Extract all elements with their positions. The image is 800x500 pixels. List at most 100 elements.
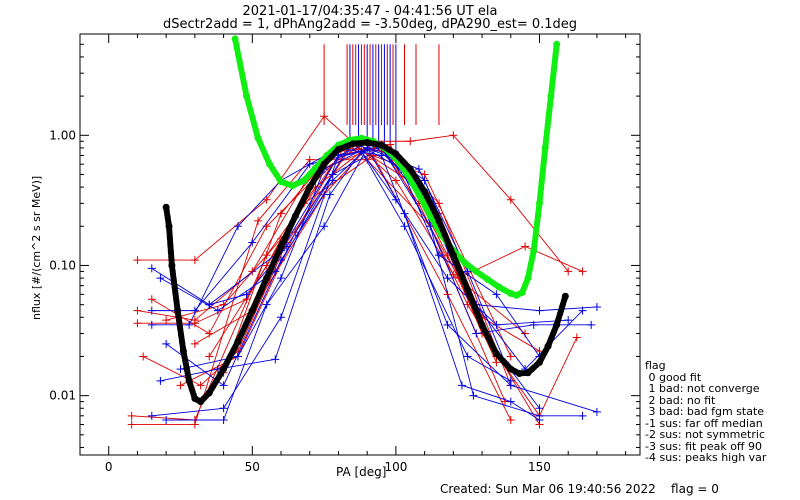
legend-item: 1 bad: not converge [645, 382, 760, 395]
series-point-red [139, 352, 148, 361]
legend-item: -1 sus: far off median [645, 416, 763, 430]
series-point-blue [492, 320, 501, 329]
series-point-blue [277, 274, 286, 283]
series-point-blue [320, 222, 329, 231]
series-point-red [449, 131, 458, 140]
series-point-red [254, 216, 263, 225]
series-point-red [196, 381, 205, 390]
series-point-red [262, 195, 271, 204]
series-point-blue [242, 290, 251, 299]
series-point-blue [233, 222, 242, 231]
series-point-red [406, 137, 415, 146]
x-axis-label: PA [deg] [336, 465, 387, 479]
legend-item: -3 sus: fit peak off 90 [645, 439, 762, 453]
series-point-red [506, 352, 515, 361]
x-tick-label: 0 [105, 460, 113, 474]
series-point-blue [592, 302, 601, 311]
series-point-red [190, 420, 199, 429]
series-point-red [190, 256, 199, 265]
series-point-red [572, 333, 581, 342]
x-tick-label: 150 [528, 460, 551, 474]
y-axis-label: nflux [#/(cm^2 s sr MeV)] [30, 175, 43, 320]
series-line-blue [209, 140, 540, 357]
series-point-blue [147, 411, 156, 420]
series-line-blue [166, 146, 540, 421]
series-point-blue [434, 251, 443, 260]
series-point-red [564, 267, 573, 276]
legend-item: 2 bad: no fit [645, 393, 716, 407]
series-point-red [492, 358, 501, 367]
series-point-blue [506, 376, 515, 385]
series-point-red [127, 411, 136, 420]
series-point-blue [457, 381, 466, 390]
plot-frame [79, 33, 641, 456]
series-point-blue [219, 381, 228, 390]
series-point-blue [469, 391, 478, 400]
footer-created: Created: Sun Mar 06 19:40:56 2022 flag =… [440, 482, 719, 496]
series-point-blue [147, 320, 156, 329]
series-point-blue [492, 290, 501, 299]
x-tick-label: 50 [245, 460, 260, 474]
series-point-red [277, 209, 286, 218]
legend-title: flag [645, 359, 666, 372]
series-point-blue [506, 397, 515, 406]
series-point-blue [185, 320, 194, 329]
series-point-red [391, 176, 400, 185]
series-line-blue [151, 151, 569, 326]
series-point-blue [147, 306, 156, 315]
series-point-blue [400, 209, 409, 218]
series-point-blue [463, 267, 472, 276]
series-point-blue [328, 176, 337, 185]
plot-area [127, 35, 601, 429]
series-point-blue [325, 190, 334, 199]
y-tick-label: 1.00 [49, 128, 76, 142]
series-point-blue [213, 306, 222, 315]
legend-item: 3 bad: bad fgm state [645, 405, 765, 418]
series-point-red [176, 381, 185, 390]
series-point-blue [578, 411, 587, 420]
series-point-blue [472, 329, 481, 338]
y-tick-label: 0.01 [49, 389, 76, 403]
series-point-blue [156, 274, 165, 283]
series-point-blue [400, 222, 409, 231]
legend-item: -4 sus: peaks high var [645, 451, 767, 464]
series-point-blue [443, 274, 452, 283]
series-point-red [133, 306, 142, 315]
series-point-blue [219, 404, 228, 413]
series-point-blue [277, 313, 286, 322]
x-tick-label: 100 [384, 460, 407, 474]
series-point-blue [219, 416, 228, 425]
series-point-blue [578, 306, 587, 315]
series-point-red [320, 112, 329, 121]
series-point-red [506, 416, 515, 425]
series-point-red [205, 352, 214, 361]
series-point-blue [162, 416, 171, 425]
series-point-red [506, 195, 515, 204]
series-point-red [162, 316, 171, 325]
y-tick-label: 0.10 [49, 258, 76, 272]
legend-item: -2 sus: not symmetric [645, 428, 765, 441]
chart-title-line2: dSectr2add = 1, dPhAng2add = -3.50deg, d… [162, 17, 578, 32]
series-point-blue [162, 339, 171, 348]
series-point-red [133, 256, 142, 265]
series-point-red [434, 199, 443, 208]
series-point-red [190, 339, 199, 348]
series-point-red [127, 420, 136, 429]
series-point-red [133, 319, 142, 328]
legend: flag 0 good fit 1 bad: not converge 2 ba… [645, 360, 766, 464]
series-point-blue [535, 416, 544, 425]
series-point-blue [592, 407, 601, 416]
series-point-blue [443, 320, 452, 329]
series-point-blue [414, 165, 423, 174]
chart-title-line1: 2021-01-17/04:35:47 - 04:41:56 UT ela [242, 4, 498, 19]
legend-item: 0 good fit [645, 370, 702, 384]
series-point-blue [535, 404, 544, 413]
series-point-blue [535, 306, 544, 315]
green-fit-point-line [232, 35, 560, 299]
series-point-blue [156, 376, 165, 385]
series-point-red [521, 242, 530, 251]
series-point-blue [176, 365, 185, 374]
series-point-blue [271, 355, 280, 364]
series-point-blue [277, 256, 286, 265]
black-fit-point-line [163, 139, 569, 406]
